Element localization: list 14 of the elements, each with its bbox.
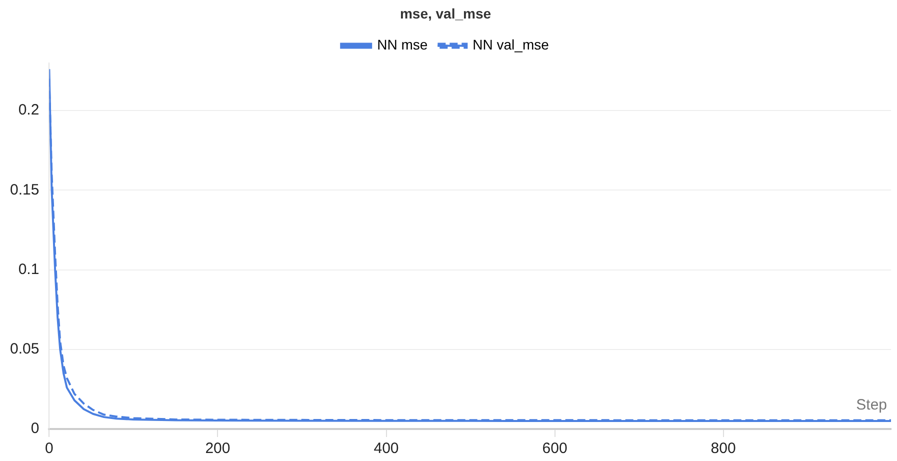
y-tick-label: 0.1 — [18, 260, 40, 278]
x-tick-label: 400 — [374, 440, 399, 458]
annotation: Step — [856, 396, 887, 414]
legend-label: NN mse — [377, 36, 428, 53]
chart-title: mse, val_mse — [400, 5, 492, 22]
x-tick-label: 200 — [205, 440, 230, 458]
y-tick-label: 0.2 — [18, 102, 40, 119]
legend-label: NN val_mse — [472, 36, 550, 53]
y-tick-label: 0 — [30, 420, 40, 438]
y-tick-label: 0.05 — [10, 340, 40, 358]
x-tick-label: 800 — [710, 440, 736, 458]
x-tick-label: 600 — [542, 440, 568, 458]
x-tick-label: 0 — [45, 440, 54, 458]
y-tick-label: 0.15 — [10, 181, 40, 198]
